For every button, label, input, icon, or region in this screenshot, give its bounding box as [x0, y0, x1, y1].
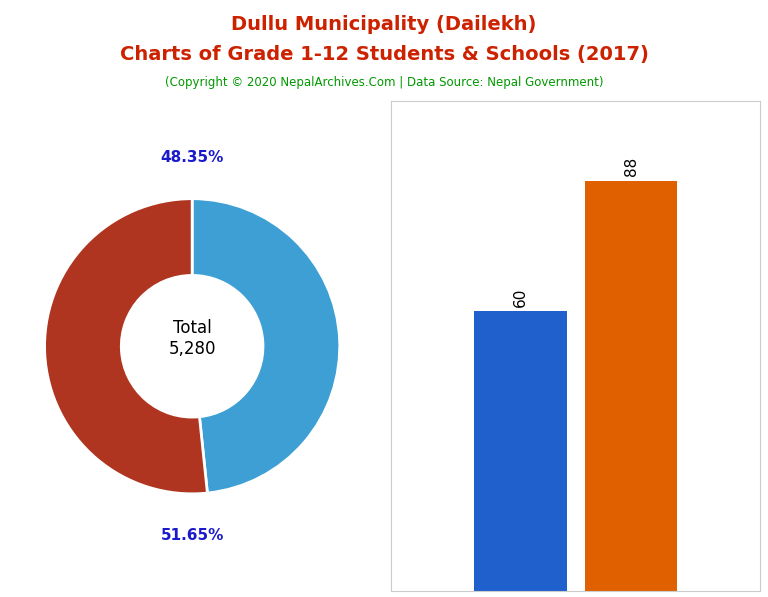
Wedge shape: [192, 199, 339, 493]
Text: 48.35%: 48.35%: [161, 150, 223, 165]
Text: (Copyright © 2020 NepalArchives.Com | Data Source: Nepal Government): (Copyright © 2020 NepalArchives.Com | Da…: [165, 76, 603, 90]
Text: Total
5,280: Total 5,280: [168, 319, 216, 358]
Text: 88: 88: [624, 157, 639, 176]
Text: 51.65%: 51.65%: [161, 528, 223, 543]
Bar: [585, 181, 677, 591]
Bar: [475, 311, 567, 591]
Text: 60: 60: [513, 287, 528, 307]
Text: Charts of Grade 1-12 Students & Schools (2017): Charts of Grade 1-12 Students & Schools …: [120, 45, 648, 64]
Text: Dullu Municipality (Dailekh): Dullu Municipality (Dailekh): [231, 15, 537, 34]
Wedge shape: [45, 199, 207, 494]
